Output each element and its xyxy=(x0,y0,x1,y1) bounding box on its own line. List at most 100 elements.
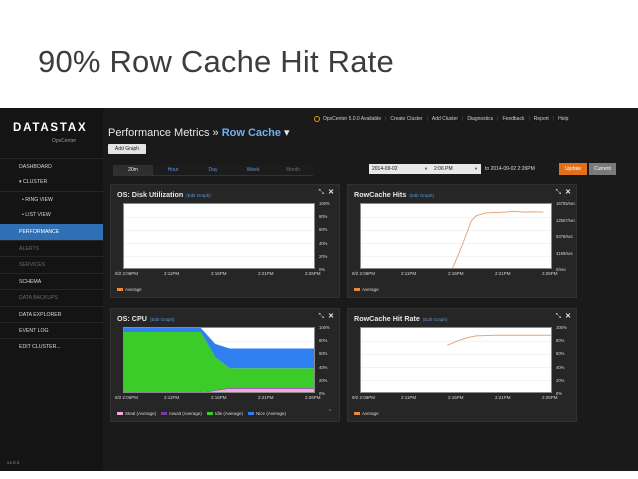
legend-item[interactable]: Idle (Average) xyxy=(206,411,244,416)
sidebar-item-services[interactable]: SERVICES xyxy=(0,256,103,272)
panel-tools: ⤡ ✕ xyxy=(319,312,334,321)
sidebar-item-schema[interactable]: SCHEMA xyxy=(0,272,103,289)
divider: | xyxy=(385,116,387,122)
x-tick-label: 2:16PM xyxy=(448,271,464,276)
start-date-value: 2014-09-02 xyxy=(372,166,398,172)
edit-graph-link[interactable]: (Edit Graph) xyxy=(186,193,211,198)
close-icon[interactable]: ✕ xyxy=(328,189,334,196)
create-cluster-link[interactable]: Create Cluster xyxy=(390,116,423,122)
chart-legend: Steal (Average) Iowait (Average) Idle (Ave… xyxy=(117,411,291,416)
legend-label: Idle (Average) xyxy=(214,411,244,416)
x-tick-label: 2:21PM xyxy=(495,395,511,400)
tab-20m[interactable]: 20m xyxy=(113,165,153,176)
sidebar-item-event-log[interactable]: EVENT LOG xyxy=(0,321,103,338)
x-tick-label: 9/2 2:06PM xyxy=(115,271,139,276)
sidebar-item-dashboard[interactable]: DASHBOARD xyxy=(0,158,103,174)
y-tick-label: 40% xyxy=(556,364,565,370)
feedback-link[interactable]: Feedback xyxy=(502,116,525,122)
sidebar-item-list-view[interactable]: • LIST VIEW xyxy=(22,212,51,219)
sidebar-item-ring-view[interactable]: • RING VIEW xyxy=(0,190,103,207)
update-available-link[interactable]: OpsCenter 5.0.0 Available xyxy=(323,116,382,122)
page-title: Performance Metrics » Row Cache ▾ xyxy=(108,126,290,139)
edit-graph-link[interactable]: (Edit Graph) xyxy=(409,193,434,198)
legend-swatch xyxy=(117,411,123,416)
line-series-average xyxy=(452,210,544,268)
datastax-logo: DATASTAX xyxy=(13,122,88,134)
start-date-select[interactable]: 2014-09-02 ▼ xyxy=(369,164,431,174)
row-cache-menu[interactable]: Row Cache xyxy=(221,127,281,139)
x-tick-label: 2:26PM xyxy=(542,271,558,276)
rowcache-hit-rate-chart xyxy=(361,334,551,382)
tab-week[interactable]: Week xyxy=(233,165,273,176)
chart-options-icon[interactable]: ⤡ xyxy=(318,189,325,196)
x-tick-label: 2:16PM xyxy=(211,395,227,400)
chart-legend: Average xyxy=(117,287,147,292)
chart-plot-area xyxy=(123,327,315,393)
area-series-nice xyxy=(124,328,314,369)
sidebar-item-data-backups[interactable]: DATA BACKUPS xyxy=(0,289,103,305)
tab-hour[interactable]: Hour xyxy=(153,165,193,176)
chart-plot-area xyxy=(123,203,315,269)
x-axis: 9/2 2:06PM 2:11PM 2:16PM 2:21PM 2:26PM xyxy=(352,271,567,277)
x-tick-label: 2:26PM xyxy=(305,271,321,276)
end-range: to 2014-09-02 2:26PM xyxy=(485,164,535,174)
add-cluster-link[interactable]: Add Cluster xyxy=(431,116,458,122)
sidebar-item-cluster[interactable]: ▾ CLUSTER xyxy=(19,179,48,186)
y-axis: 16755/sec 12567/sec 8378/sec 4189/sec 0/sec xyxy=(556,200,578,272)
panel-title-text: RowCache Hit Rate xyxy=(354,314,420,323)
close-icon[interactable]: ✕ xyxy=(328,313,334,320)
legend-item[interactable]: Iowait (Average) xyxy=(161,411,202,416)
tab-month[interactable]: Month xyxy=(273,165,313,176)
area-series-steal xyxy=(208,388,314,392)
report-link[interactable]: Report xyxy=(533,116,549,122)
current-button[interactable]: Current xyxy=(589,163,616,175)
slide-title: 90% Row Cache Hit Rate xyxy=(38,44,394,79)
end-datetime: 2014-09-02 2:26PM xyxy=(490,166,535,172)
y-tick-label: 100% xyxy=(319,325,330,330)
x-tick-label: 2:26PM xyxy=(542,395,558,400)
chart-options-icon[interactable]: ⤡ xyxy=(318,313,325,320)
chart-options-icon[interactable]: ⤡ xyxy=(555,189,562,196)
os-cpu-chart xyxy=(124,328,314,392)
sidebar-item-alerts[interactable]: ALERTS xyxy=(0,239,103,256)
x-tick-label: 2:16PM xyxy=(211,271,227,276)
y-tick-label: 40% xyxy=(319,240,328,246)
x-tick-label: 2:11PM xyxy=(401,271,417,276)
diagnostics-link[interactable]: Diagnostics xyxy=(467,116,494,122)
legend-swatch xyxy=(354,411,360,416)
y-tick-label: 80% xyxy=(319,338,328,344)
legend-swatch xyxy=(206,411,213,416)
legend-item[interactable]: Steal (Average) xyxy=(117,411,156,416)
sidebar-item-performance[interactable]: PERFORMANCE xyxy=(0,223,103,240)
x-tick-label: 2:11PM xyxy=(164,395,180,400)
tab-day[interactable]: Day xyxy=(193,165,233,176)
y-tick-label: 8378/sec xyxy=(556,234,573,239)
legend-item[interactable]: Average xyxy=(354,411,379,416)
edit-graph-link[interactable]: (Edit Graph) xyxy=(149,317,175,322)
help-link[interactable]: Help xyxy=(558,116,569,122)
chevron-up-icon[interactable]: ⌃ xyxy=(327,409,332,415)
divider: | xyxy=(528,116,530,122)
edit-graph-link[interactable]: (Edit Graph) xyxy=(422,317,448,322)
chart-options-icon[interactable]: ⤡ xyxy=(555,313,562,320)
x-tick-label: 9/2 2:06PM xyxy=(352,271,376,276)
chevron-down-icon[interactable]: ▾ xyxy=(281,127,290,139)
close-icon[interactable]: ✕ xyxy=(565,189,571,196)
update-button[interactable]: Update xyxy=(559,163,587,175)
legend-item[interactable]: Average xyxy=(354,287,379,292)
y-tick-label: 60% xyxy=(319,351,328,357)
sidebar-item-edit-cluster[interactable]: EDIT CLUSTER... xyxy=(0,338,103,354)
y-tick-label: 16755/sec xyxy=(556,201,576,206)
start-time-select[interactable]: 2:06 PM ▼ xyxy=(431,164,481,174)
sidebar-item-data-explorer[interactable]: DATA EXPLORER xyxy=(0,305,103,322)
legend-label: Average xyxy=(362,411,379,416)
x-axis: 9/2 2:06PM 2:11PM 2:16PM 2:21PM 2:26PM xyxy=(352,395,567,401)
legend-item[interactable]: Nice (Average) xyxy=(248,411,286,416)
close-icon[interactable]: ✕ xyxy=(565,313,571,320)
panel-title: RowCache Hits (Edit Graph) xyxy=(354,190,434,199)
legend-item[interactable]: Average xyxy=(117,287,142,292)
y-tick-label: 80% xyxy=(319,214,328,220)
add-graph-button[interactable]: Add Graph xyxy=(108,144,146,154)
y-tick-label: 4189/sec xyxy=(556,250,573,256)
panel-tools: ⤡ ✕ xyxy=(556,188,571,197)
